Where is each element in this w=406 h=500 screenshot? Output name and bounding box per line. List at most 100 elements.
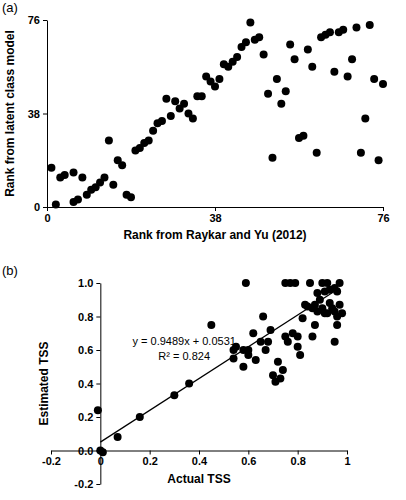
point xyxy=(114,433,122,441)
point xyxy=(78,173,86,181)
point xyxy=(180,100,188,108)
point xyxy=(336,279,344,287)
point xyxy=(149,127,157,135)
annotation: y = 0.9489x + 0.0531 xyxy=(133,335,236,347)
point xyxy=(94,406,102,414)
tick-mark xyxy=(96,350,100,351)
point xyxy=(260,50,268,58)
point xyxy=(339,26,347,34)
tick: 0.8 xyxy=(291,451,306,468)
point xyxy=(239,363,247,371)
point xyxy=(273,75,281,83)
tick-mark xyxy=(43,207,47,208)
tick: 0.8 xyxy=(78,311,100,323)
tick: 0.6 xyxy=(78,344,100,356)
point xyxy=(99,448,107,456)
y-axis: 03876 xyxy=(28,14,48,213)
point xyxy=(255,33,263,41)
tick-label: 0 xyxy=(34,201,40,213)
tick-mark xyxy=(199,451,200,455)
tick: 0.6 xyxy=(241,451,256,468)
panel: 0387603876(a)Rank from Raykar and Yu (20… xyxy=(2,0,390,242)
point xyxy=(331,338,339,346)
point xyxy=(207,321,215,329)
tick-label: 0.4 xyxy=(78,378,94,390)
x-axis-title: Rank from Raykar and Yu (2012) xyxy=(123,228,306,242)
point xyxy=(344,73,352,81)
tick-mark xyxy=(43,114,47,115)
point xyxy=(286,41,294,49)
y-axis-title: Estimated TSS xyxy=(37,341,51,425)
plot-area xyxy=(47,18,387,208)
point xyxy=(326,28,334,36)
tick-mark xyxy=(96,417,100,418)
figure: 0387603876(a)Rank from Raykar and Yu (20… xyxy=(0,0,406,500)
tick-label: 0 xyxy=(44,212,50,224)
y-axis-line xyxy=(47,21,48,208)
point xyxy=(304,46,312,54)
point xyxy=(299,132,307,140)
point xyxy=(375,156,383,164)
point xyxy=(47,164,55,172)
point xyxy=(276,374,284,382)
point xyxy=(330,68,338,76)
y-axis: -0.20.00.20.40.60.81.0 xyxy=(74,277,100,490)
tick: 76 xyxy=(377,207,389,224)
point xyxy=(158,117,166,125)
tick-mark xyxy=(47,207,48,211)
point xyxy=(311,321,319,329)
tick: 1 xyxy=(344,451,350,468)
point xyxy=(308,333,316,341)
x-axis-title: Actual TSS xyxy=(167,472,230,486)
point xyxy=(52,201,60,209)
tick: 38 xyxy=(28,108,47,120)
point xyxy=(274,358,282,366)
point xyxy=(333,321,341,329)
point xyxy=(268,154,276,162)
point xyxy=(246,18,254,26)
tick-mark xyxy=(215,207,216,211)
tick-mark xyxy=(150,451,151,455)
panel-label: (a) xyxy=(2,0,18,15)
point xyxy=(198,92,206,100)
point xyxy=(294,333,302,341)
tick-label: 76 xyxy=(377,212,389,224)
point xyxy=(242,38,250,46)
tick-label: 0.2 xyxy=(78,411,93,423)
tick-label: 38 xyxy=(28,108,40,120)
point xyxy=(277,100,285,108)
point xyxy=(336,301,344,309)
tick: 0.4 xyxy=(192,451,208,468)
point xyxy=(366,21,374,29)
point xyxy=(338,309,346,317)
panel: -0.200.20.40.60.81-0.20.00.20.40.60.81.0… xyxy=(2,263,351,490)
tick-label: 1.0 xyxy=(78,277,93,289)
point xyxy=(145,137,153,145)
tick-mark xyxy=(248,451,249,455)
point xyxy=(264,338,272,346)
point xyxy=(282,87,290,95)
y-axis-title: Rank from latent class model xyxy=(3,30,17,197)
tick-label: 0.4 xyxy=(192,455,208,467)
tick-mark xyxy=(51,451,52,455)
point xyxy=(279,366,287,374)
point xyxy=(313,149,321,157)
tick-mark xyxy=(96,283,100,284)
point xyxy=(100,173,108,181)
point xyxy=(105,137,113,145)
tick-mark xyxy=(96,484,100,485)
point xyxy=(352,23,360,31)
tick-label: 0.6 xyxy=(78,344,93,356)
point xyxy=(109,181,117,189)
tick-label: 38 xyxy=(209,212,221,224)
point xyxy=(308,63,316,71)
point xyxy=(361,114,369,122)
tick: -0.2 xyxy=(74,478,100,490)
tick-label: 0.6 xyxy=(241,455,256,467)
point xyxy=(296,351,304,359)
point xyxy=(291,279,299,287)
tick-mark xyxy=(383,207,384,211)
point xyxy=(299,314,307,322)
point xyxy=(252,356,260,364)
point xyxy=(262,346,270,354)
